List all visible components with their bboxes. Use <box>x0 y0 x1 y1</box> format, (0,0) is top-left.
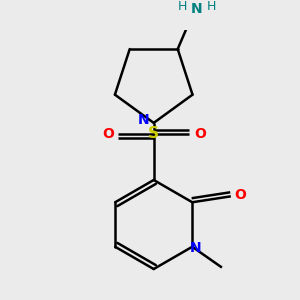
Text: S: S <box>148 127 159 142</box>
Text: O: O <box>234 188 246 202</box>
Text: N: N <box>137 113 149 127</box>
Text: N: N <box>190 241 202 254</box>
Text: N: N <box>191 2 203 16</box>
Text: O: O <box>102 127 114 141</box>
Text: H: H <box>178 0 187 13</box>
Text: O: O <box>194 127 206 141</box>
Text: H: H <box>207 0 217 13</box>
